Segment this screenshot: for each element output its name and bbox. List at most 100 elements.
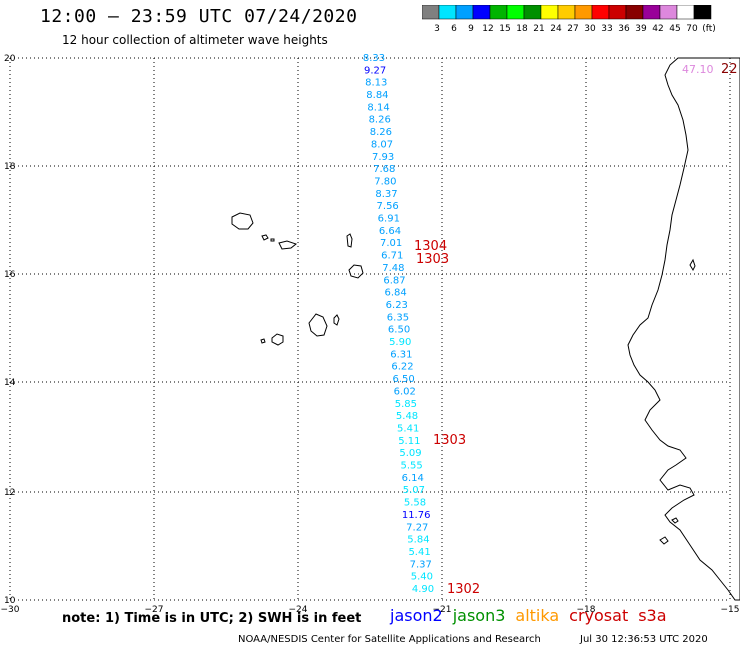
y-tick-label: 18 xyxy=(4,162,16,172)
satellite-jason3: jason3 xyxy=(452,606,506,625)
africa-islands-1 xyxy=(659,536,669,545)
track-value: 7.68 xyxy=(373,164,395,175)
africa-coast xyxy=(627,57,740,601)
track-value: 5.58 xyxy=(404,498,426,509)
track-value: 11.76 xyxy=(402,510,431,521)
y-tick-label: 20 xyxy=(4,54,16,64)
track-value: 8.33 xyxy=(363,53,385,64)
track-value: 7.27 xyxy=(406,522,428,533)
corner-value: 47.10 xyxy=(682,63,714,76)
colorbar-label: 24 xyxy=(550,24,562,33)
colorbar-label: 70 xyxy=(686,24,698,33)
colorbar-label: 6 xyxy=(451,24,457,33)
track-value: 6.87 xyxy=(383,275,405,286)
x-tick-label: −15 xyxy=(721,605,740,615)
pass-time-label: 1302 xyxy=(447,582,480,597)
y-tick-label: 10 xyxy=(4,596,16,606)
colorbar-swatch xyxy=(693,5,712,20)
track-value: 7.93 xyxy=(372,152,394,163)
track-value: 7.48 xyxy=(382,263,404,274)
track-value: 5.48 xyxy=(396,411,418,422)
colorbar-label: 27 xyxy=(567,24,578,33)
track-value: 5.40 xyxy=(411,572,433,583)
track-value: 6.22 xyxy=(391,362,413,373)
island-santa-luzia xyxy=(270,238,275,242)
track-value: 7.80 xyxy=(374,176,396,187)
island-sao-vicente xyxy=(261,234,269,241)
y-tick-label: 12 xyxy=(4,488,15,498)
track-value: 6.31 xyxy=(390,349,412,360)
colorbar-label: 15 xyxy=(499,24,510,33)
track-value: 8.14 xyxy=(367,102,389,113)
track-value: 5.09 xyxy=(399,448,421,459)
colorbar-label: 12 xyxy=(482,24,493,33)
track-value: 4.90 xyxy=(412,584,434,595)
colorbar-label: 21 xyxy=(533,24,544,33)
lat-lon-grid xyxy=(9,57,731,601)
satellite-jason2: jason2 xyxy=(390,606,443,625)
track-value: 8.84 xyxy=(366,90,388,101)
island-santo-antao xyxy=(231,212,254,230)
island-boa-vista xyxy=(348,264,364,279)
island-brava xyxy=(260,338,266,344)
track-value: 6.71 xyxy=(381,251,403,262)
x-tick-label: −21 xyxy=(433,605,452,615)
footer-credit: NOAA/NESDIS Center for Satellite Applica… xyxy=(238,634,541,645)
colorbar-label: 36 xyxy=(618,24,630,33)
track-value: 6.64 xyxy=(379,226,401,237)
island-sal xyxy=(346,233,353,248)
track-value: 6.50 xyxy=(388,325,410,336)
track-value: 5.85 xyxy=(395,399,417,410)
track-value: 5.07 xyxy=(403,485,425,496)
track-value: 6.02 xyxy=(394,386,416,397)
satellite-legend: jason2 jason3 altika cryosat s3a xyxy=(390,606,677,625)
track-value: 6.35 xyxy=(387,312,409,323)
y-axis-ticks: 20 18 16 14 12 10 xyxy=(4,54,16,606)
track-value: 5.55 xyxy=(400,461,422,472)
track-value: 5.90 xyxy=(389,337,411,348)
track-value: 8.26 xyxy=(369,115,391,126)
island-fogo xyxy=(271,333,284,346)
track-value: 5.11 xyxy=(398,436,420,447)
x-tick-label: −24 xyxy=(289,605,308,615)
colorbar-label: 42 xyxy=(652,24,663,33)
x-tick-label: −18 xyxy=(577,605,596,615)
island-sao-nicolau xyxy=(278,240,298,250)
colorbar-label: 30 xyxy=(584,24,596,33)
footer-date: Jul 30 12:36:53 UTC 2020 xyxy=(580,634,708,645)
track-value: 9.27 xyxy=(364,65,386,76)
africa-islands-2 xyxy=(671,517,679,524)
track-value: 8.26 xyxy=(370,127,392,138)
y-tick-label: 14 xyxy=(4,378,16,388)
x-tick-label: −30 xyxy=(1,605,20,615)
x-axis-ticks: −30 −27 −24 −21 −18 −15 xyxy=(1,605,740,615)
track-value: 6.14 xyxy=(402,473,424,484)
satellite-altika: altika xyxy=(515,606,560,625)
map-title: 12:00 – 23:59 UTC 07/24/2020 xyxy=(40,6,358,27)
colorbar-label: 33 xyxy=(601,24,612,33)
pass-time-label: 1303 xyxy=(433,433,466,448)
altimeter-track: 8.339.278.138.848.148.268.268.077.937.68… xyxy=(363,53,434,595)
track-value: 7.01 xyxy=(380,238,402,249)
track-value: 5.41 xyxy=(397,423,419,434)
island-maio xyxy=(333,314,340,326)
track-value: 6.23 xyxy=(386,300,408,311)
pass-time-label: 1303 xyxy=(416,252,449,267)
track-value: 6.50 xyxy=(392,374,414,385)
y-tick-label: 16 xyxy=(4,270,16,280)
track-value: 8.13 xyxy=(365,78,387,89)
track-value: 7.37 xyxy=(410,559,432,570)
track-value: 8.37 xyxy=(375,189,397,200)
x-tick-label: −27 xyxy=(145,605,164,615)
africa-islands-3 xyxy=(689,258,696,272)
colorbar-label: 18 xyxy=(516,24,528,33)
colorbar-label: 9 xyxy=(468,24,474,33)
colorbar-label: 39 xyxy=(635,24,647,33)
island-santiago xyxy=(308,313,328,337)
track-value: 8.07 xyxy=(371,139,393,150)
colorbar-label: 45 xyxy=(669,24,680,33)
pass-time-label: 1304 xyxy=(414,239,447,254)
colorbar-label: 3 xyxy=(434,24,440,33)
track-value: 6.84 xyxy=(385,288,407,299)
